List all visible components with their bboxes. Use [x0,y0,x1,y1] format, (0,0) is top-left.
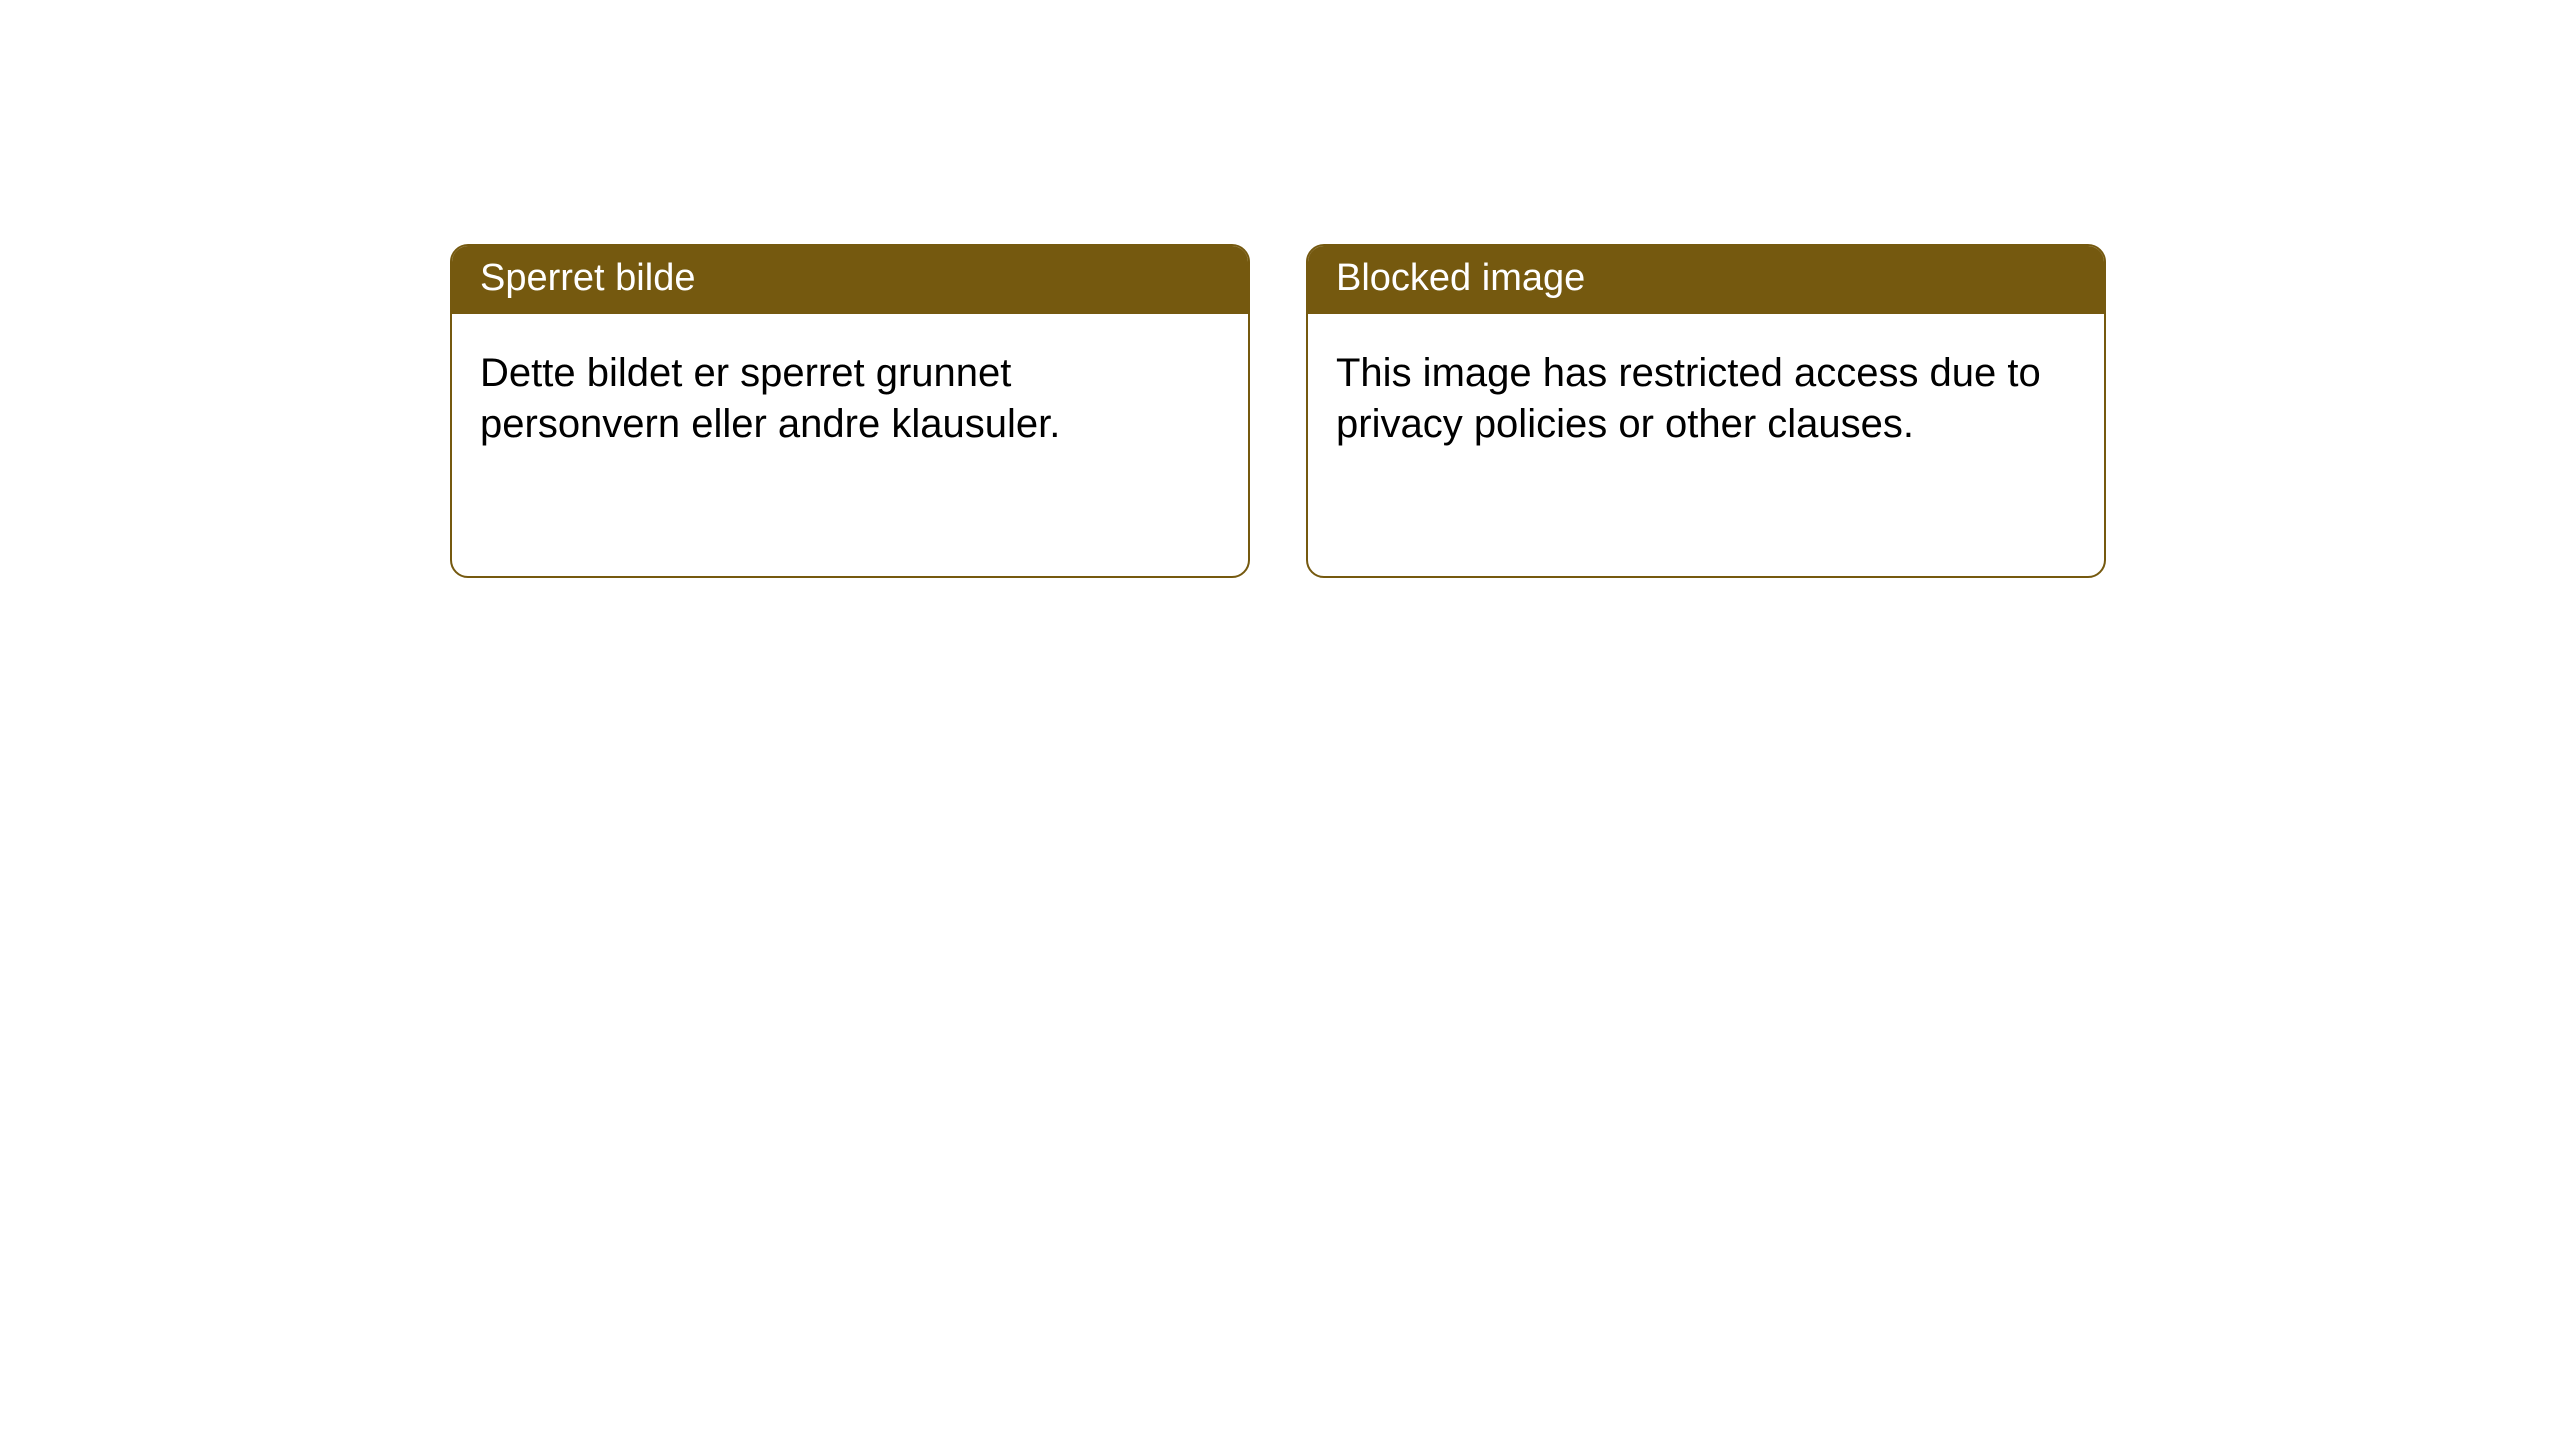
notice-title-norwegian: Sperret bilde [452,246,1248,314]
notice-title-english: Blocked image [1308,246,2104,314]
notice-body-norwegian: Dette bildet er sperret grunnet personve… [452,314,1248,470]
notice-container: Sperret bilde Dette bildet er sperret gr… [0,0,2560,578]
notice-body-english: This image has restricted access due to … [1308,314,2104,470]
notice-card-english: Blocked image This image has restricted … [1306,244,2106,578]
notice-card-norwegian: Sperret bilde Dette bildet er sperret gr… [450,244,1250,578]
